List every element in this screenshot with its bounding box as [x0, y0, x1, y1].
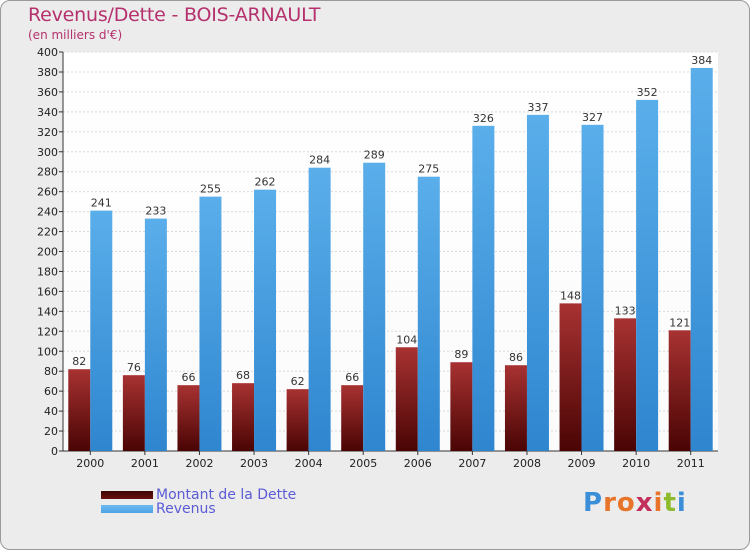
- legend-swatch-revenue: [101, 505, 153, 513]
- bar-debt: [177, 385, 200, 451]
- x-tick-label: 2004: [295, 457, 323, 470]
- data-label: 76: [127, 361, 141, 374]
- data-label: 262: [255, 176, 276, 189]
- x-tick-label: 2007: [458, 457, 486, 470]
- y-tick-label: 40: [44, 405, 58, 418]
- x-tick-label: 2003: [240, 457, 268, 470]
- bar-revenue: [690, 67, 713, 452]
- data-label: 384: [691, 54, 712, 67]
- x-tick-label: 2010: [622, 457, 650, 470]
- x-tick-label: 2006: [404, 457, 432, 470]
- logo-letter: o: [616, 488, 636, 518]
- data-label: 66: [345, 371, 359, 384]
- bar-revenue: [254, 189, 277, 451]
- data-label: 352: [637, 86, 658, 99]
- chart-subtitle: (en milliers d'€): [28, 28, 123, 42]
- legend-label-revenue: Revenus: [156, 501, 216, 517]
- y-tick-label: 100: [37, 345, 58, 358]
- data-label: 326: [473, 112, 494, 125]
- data-label: 68: [236, 369, 250, 382]
- bar-revenue: [581, 124, 604, 451]
- data-label: 62: [291, 375, 305, 388]
- legend-item-revenue: Revenus: [101, 501, 216, 517]
- y-tick-label: 240: [37, 206, 58, 219]
- y-tick-label: 60: [44, 385, 58, 398]
- y-tick-label: 220: [37, 226, 58, 239]
- bar-debt: [122, 375, 145, 451]
- bar-debt: [668, 330, 691, 451]
- y-tick-label: 400: [37, 46, 58, 59]
- bar-revenue: [199, 196, 222, 451]
- bar-revenue: [636, 99, 659, 451]
- data-label: 241: [91, 197, 112, 210]
- y-tick-label: 360: [37, 86, 58, 99]
- data-label: 86: [509, 351, 523, 364]
- y-tick-label: 200: [37, 246, 58, 259]
- y-tick-label: 80: [44, 365, 58, 378]
- bar-revenue: [90, 210, 113, 451]
- legend-swatch-debt: [101, 491, 153, 499]
- data-label: 82: [72, 355, 86, 368]
- data-label: 89: [454, 348, 468, 361]
- bar-revenue: [417, 176, 440, 451]
- bar-debt: [232, 383, 255, 451]
- logo-letter: P: [583, 488, 604, 518]
- y-tick-label: 300: [37, 146, 58, 159]
- bar-revenue: [144, 218, 167, 451]
- bar-revenue: [308, 167, 331, 451]
- x-tick-label: 2008: [513, 457, 541, 470]
- y-tick-label: 180: [37, 265, 58, 278]
- data-label: 66: [181, 371, 195, 384]
- y-tick-label: 280: [37, 166, 58, 179]
- data-label: 148: [560, 289, 581, 302]
- bar-debt: [286, 389, 309, 451]
- y-tick-label: 120: [37, 325, 58, 338]
- logo-letter: r: [603, 488, 617, 518]
- x-tick-label: 2011: [677, 457, 705, 470]
- logo-letter: t: [663, 488, 677, 518]
- proxiti-logo: Proxiti: [583, 488, 687, 518]
- bar-debt: [68, 369, 91, 451]
- bar-debt: [614, 318, 637, 451]
- y-tick-label: 260: [37, 186, 58, 199]
- bar-revenue: [526, 114, 549, 451]
- chart-title: Revenus/Dette - BOIS-ARNAULT: [28, 4, 321, 26]
- logo-letter: x: [635, 488, 654, 518]
- data-label: 233: [145, 205, 166, 218]
- data-label: 104: [396, 333, 417, 346]
- bar-debt: [504, 365, 527, 451]
- logo-letter: i: [653, 488, 664, 518]
- bar-debt: [559, 303, 582, 451]
- data-label: 327: [582, 111, 603, 124]
- data-label: 133: [615, 304, 636, 317]
- bar-revenue: [363, 162, 386, 451]
- logo-letter: i: [676, 488, 687, 518]
- y-tick-label: 140: [37, 305, 58, 318]
- x-tick-label: 2000: [76, 457, 104, 470]
- x-tick-label: 2005: [349, 457, 377, 470]
- bar-revenue: [472, 125, 495, 451]
- data-label: 337: [527, 101, 548, 114]
- data-label: 275: [418, 163, 439, 176]
- y-tick-label: 340: [37, 106, 58, 119]
- bar-debt: [450, 362, 473, 451]
- y-tick-label: 20: [44, 425, 58, 438]
- y-tick-label: 0: [51, 445, 58, 458]
- bar-debt: [341, 385, 364, 451]
- x-tick-label: 2001: [131, 457, 159, 470]
- y-tick-label: 380: [37, 66, 58, 79]
- legend-label-debt: Montant de la Dette: [156, 487, 297, 503]
- y-tick-label: 320: [37, 126, 58, 139]
- x-tick-label: 2009: [568, 457, 596, 470]
- data-label: 255: [200, 183, 221, 196]
- data-label: 289: [364, 149, 385, 162]
- data-label: 121: [669, 316, 690, 329]
- data-label: 284: [309, 154, 330, 167]
- bar-debt: [395, 347, 418, 451]
- x-tick-label: 2002: [185, 457, 213, 470]
- legend-item-debt: Montant de la Dette: [101, 487, 297, 503]
- y-tick-label: 160: [37, 285, 58, 298]
